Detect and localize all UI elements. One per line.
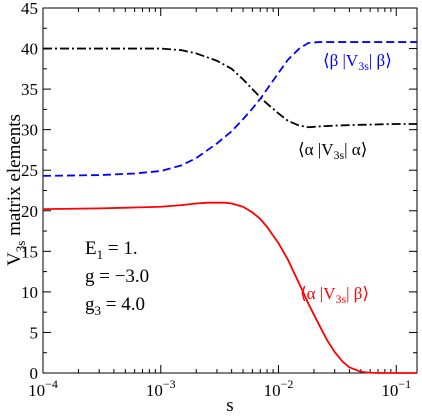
y-tick-labels: 0 5 10 15 20 25 30 35 40 45 xyxy=(21,0,38,383)
x-axis-label: s xyxy=(226,395,233,416)
label-beta-beta: ⟨β |V3s| β⟩ xyxy=(323,51,392,73)
y-tick-label: 30 xyxy=(21,121,38,140)
x-tick-label: 10−1 xyxy=(381,377,411,400)
y-tick-label: 45 xyxy=(21,0,38,18)
y-axis-label: V3s matrix elements xyxy=(4,114,28,266)
param-e1: E1 = 1. xyxy=(85,238,138,262)
y-tick-label: 40 xyxy=(21,40,38,59)
param-g3: g3 = 4.0 xyxy=(85,294,145,318)
series-line-alpha-beta xyxy=(42,201,417,374)
series-layer xyxy=(42,41,417,374)
series-line-alpha-alpha xyxy=(43,47,417,129)
parameter-box: E1 = 1. g = −3.0 g3 = 4.0 xyxy=(85,238,149,318)
series-line-beta-beta xyxy=(42,41,417,177)
y-tick-label: 10 xyxy=(21,283,38,302)
y-tick-label: 0 xyxy=(30,364,39,383)
x-tick-labels: 10−4 10−3 10−2 10−1 xyxy=(28,377,411,400)
y-tick-label: 5 xyxy=(30,323,39,342)
label-alpha-alpha: ⟨α |V3s| α⟩ xyxy=(298,140,367,162)
x-tick-label: 10−3 xyxy=(146,377,176,400)
y-tick-label: 20 xyxy=(21,202,38,221)
label-alpha-beta: ⟨α |V3s| β⟩ xyxy=(300,284,369,306)
y-tick-label: 15 xyxy=(21,242,38,261)
x-tick-label: 10−4 xyxy=(28,377,58,400)
x-tick-label: 10−2 xyxy=(264,377,294,400)
param-g: g = −3.0 xyxy=(85,266,149,287)
y-tick-label: 25 xyxy=(21,161,38,180)
y-tick-label: 35 xyxy=(21,80,38,99)
axis-ticks xyxy=(42,7,417,374)
